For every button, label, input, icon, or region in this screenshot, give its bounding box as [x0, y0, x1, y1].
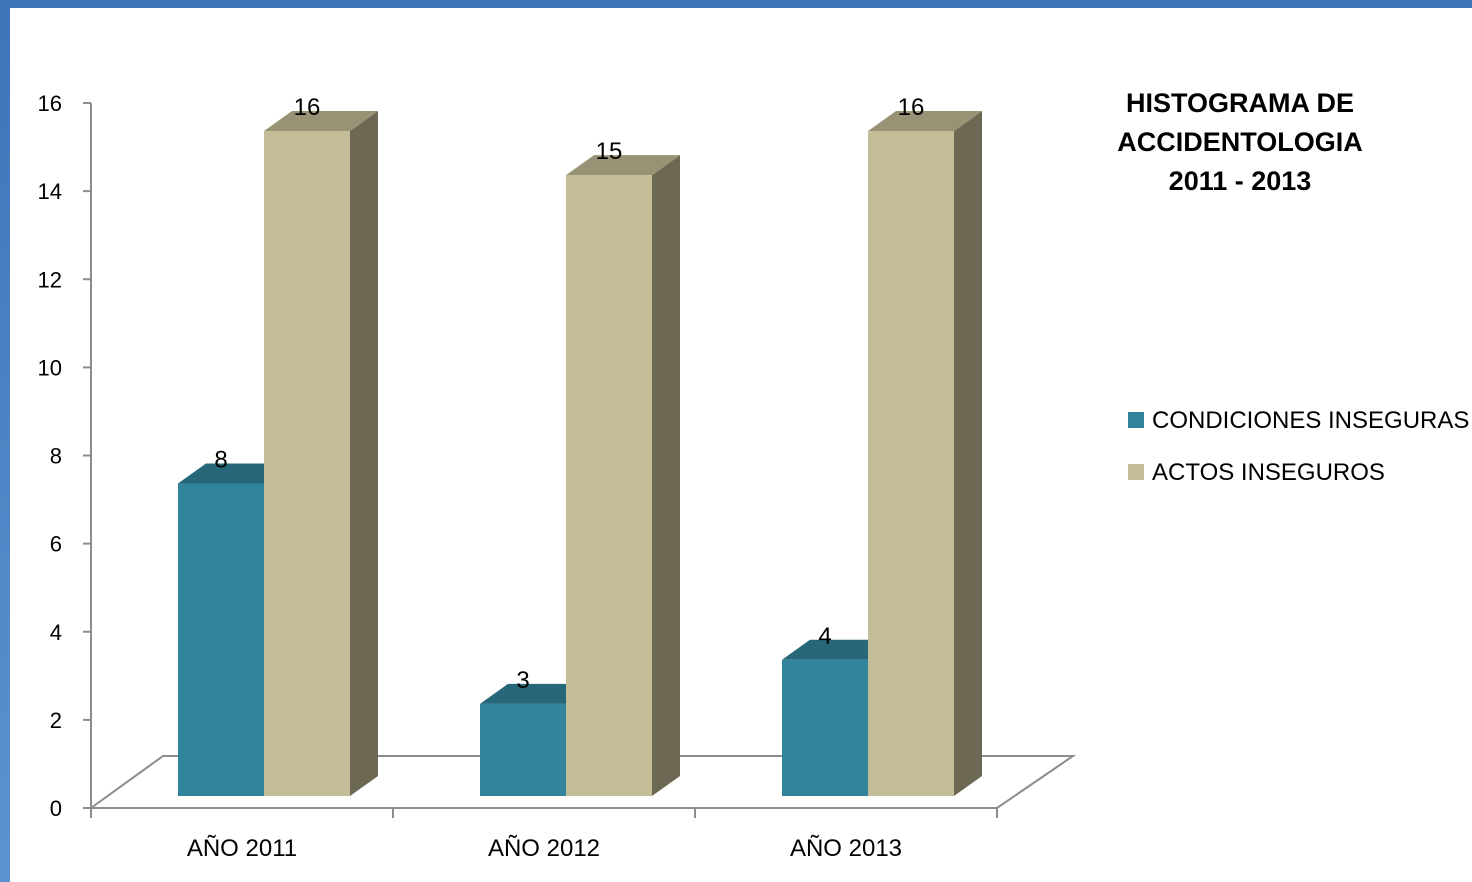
y-tick-label: 2 [50, 708, 62, 733]
bar-side-face [954, 111, 982, 796]
y-tick-label: 12 [38, 267, 62, 292]
y-tick-label: 8 [50, 444, 62, 469]
bar-front-face [868, 131, 954, 796]
bar-front-face [782, 659, 868, 796]
legend-swatch-condiciones [1128, 412, 1144, 428]
y-axis: 0 2 4 6 8 10 12 14 16 [38, 91, 92, 821]
data-label: 16 [898, 94, 925, 121]
y-tick-label: 6 [50, 532, 62, 557]
x-category-label: AÑO 2012 [488, 835, 600, 862]
bar-front-face [480, 703, 566, 796]
bar-top-face [782, 639, 896, 660]
x-category-label: AÑO 2013 [790, 835, 902, 862]
y-tick-label: 4 [50, 620, 62, 645]
bar-side-face [350, 111, 378, 796]
data-label: 16 [294, 94, 321, 121]
bar-top-face [264, 111, 378, 131]
bar-top-face [566, 155, 680, 176]
data-label: 4 [818, 623, 831, 650]
data-label: 8 [214, 447, 227, 474]
legend-label-condiciones: CONDICIONES INSEGURAS [1152, 407, 1469, 434]
bar-actos [868, 111, 982, 796]
legend-swatch-actos [1128, 464, 1144, 480]
bar-actos [264, 111, 378, 796]
legend-label-actos: ACTOS INSEGUROS [1152, 459, 1385, 486]
x-axis: AÑO 2011 AÑO 2012 AÑO 2013 [90, 807, 998, 862]
bar-top-face [480, 683, 594, 704]
bar-top-face [178, 463, 292, 484]
legend: CONDICIONES INSEGURAS ACTOS INSEGUROS [1128, 407, 1469, 486]
y-tick-label: 0 [50, 796, 62, 821]
bar-side-face [652, 155, 680, 796]
y-tick-label: 16 [38, 91, 62, 116]
bars [178, 111, 982, 796]
y-tick-label: 10 [38, 355, 62, 380]
y-tick-label: 14 [38, 179, 62, 204]
bar-front-face [264, 131, 350, 796]
bar-top-face [868, 111, 982, 131]
bar-front-face [566, 175, 652, 796]
chart-title: HISTOGRAMA DE ACCIDENTOLOGIA 2011 - 2013 [1117, 88, 1363, 196]
chart-title-line-1: HISTOGRAMA DE [1126, 88, 1354, 118]
data-labels: 8 16 3 15 4 16 [214, 94, 924, 694]
data-label: 3 [516, 667, 529, 694]
bar-front-face [178, 483, 264, 796]
bar-actos [566, 155, 680, 796]
data-label: 15 [596, 138, 623, 165]
chart-title-line-2: ACCIDENTOLOGIA [1117, 127, 1363, 157]
x-category-label: AÑO 2011 [187, 835, 297, 862]
chart-title-line-3: 2011 - 2013 [1169, 166, 1312, 196]
